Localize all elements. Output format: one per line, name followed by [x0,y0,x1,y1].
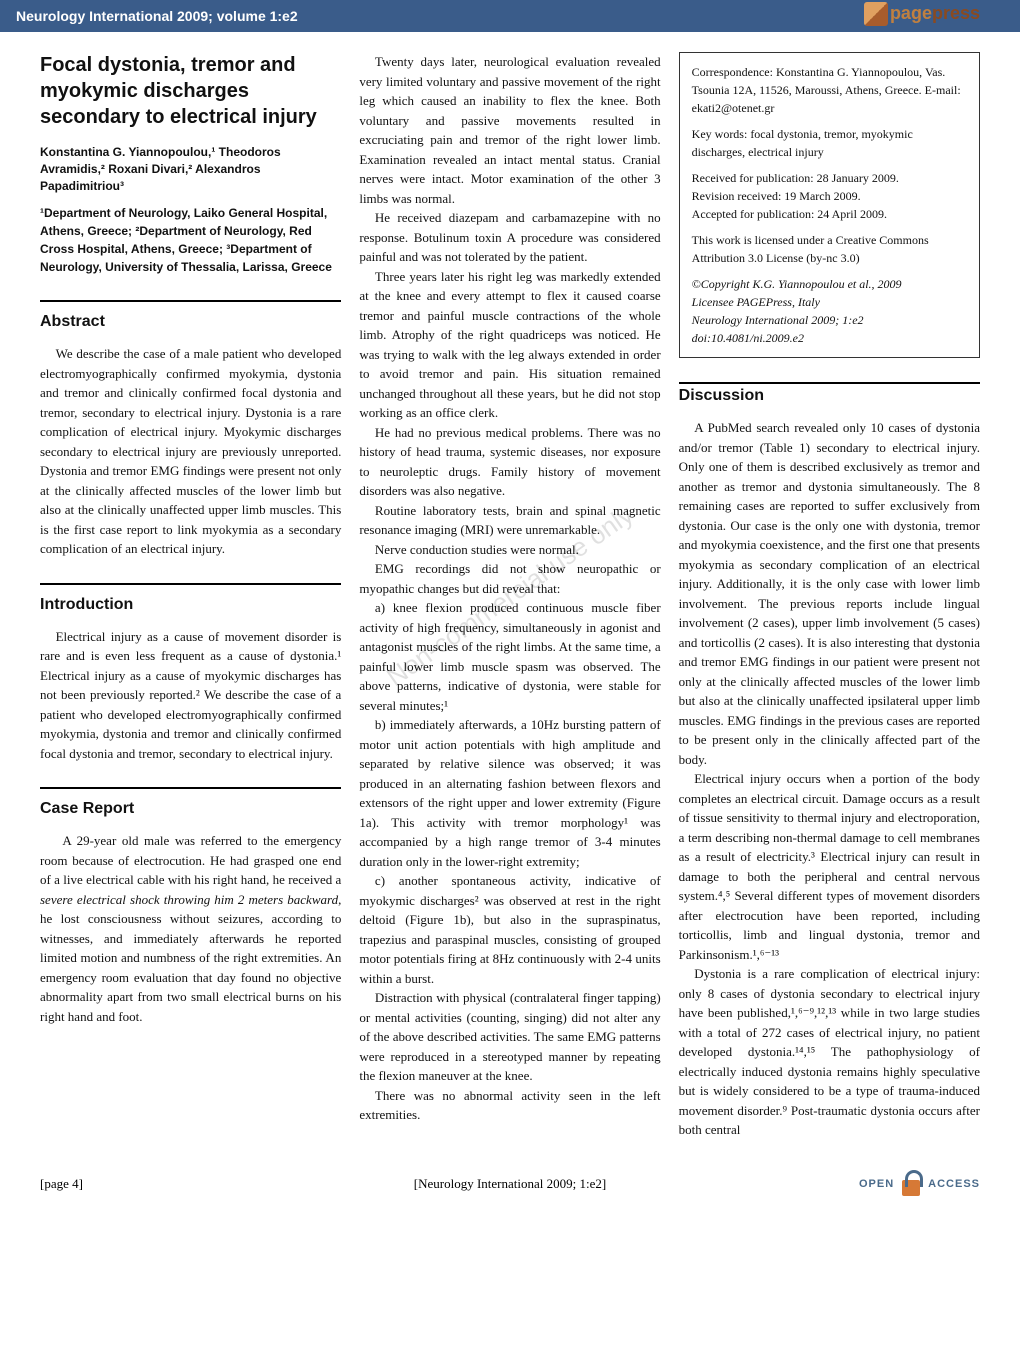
discussion-p3: Dystonia is a rare complication of elect… [679,964,980,1140]
col2-para-9: b) immediately afterwards, a 10Hz bursti… [359,715,660,871]
case-report-p1b: , he lost consciousness without seizures… [40,892,341,1024]
publication-dates: Received for publication: 28 January 200… [692,169,967,223]
footer-page-number: [page 4] [40,1176,83,1192]
publisher-logo-text-press: press [932,3,980,23]
case-report-italic: severe electrical shock throwing him 2 m… [40,892,338,907]
accepted-date: Accepted for publication: 24 April 2009. [692,205,967,223]
column-2: Twenty days later, neurological evaluati… [359,52,660,1140]
col2-para-2: He received diazepam and carbamazepine w… [359,208,660,267]
discussion-p1: A PubMed search revealed only 10 cases o… [679,418,980,769]
col2-para-3: Three years later his right leg was mark… [359,267,660,423]
license-text: This work is licensed under a Creative C… [692,231,967,267]
publisher-logo-mark [864,2,888,26]
col2-para-12: There was no abnormal activity seen in t… [359,1086,660,1125]
col2-para-7: EMG recordings did not show neuropathic … [359,559,660,598]
abstract-heading: Abstract [40,300,341,334]
footer-citation: [Neurology International 2009; 1:e2] [414,1176,606,1192]
correspondence: Correspondence: Konstantina G. Yiannopou… [692,63,967,117]
case-report-body: A 29-year old male was referred to the e… [40,831,341,1026]
article-affiliations: ¹Department of Neurology, Laiko General … [40,204,341,276]
open-access-badge: OPEN ACCESS [859,1170,980,1198]
col2-para-11: Distraction with physical (contralateral… [359,988,660,1086]
case-report-heading: Case Report [40,787,341,821]
page-footer: [page 4] [Neurology International 2009; … [40,1170,980,1198]
licensee-line: Licensee PAGEPress, Italy [692,293,967,311]
column-1: Focal dystonia, tremor and myokymic disc… [40,52,341,1140]
introduction-body: Electrical injury as a cause of movement… [40,627,341,764]
discussion-heading: Discussion [679,382,980,408]
article-title: Focal dystonia, tremor and myokymic disc… [40,52,341,130]
abstract-body: We describe the case of a male patient w… [40,344,341,559]
article-authors: Konstantina G. Yiannopoulou,¹ Theodoros … [40,144,341,194]
col2-para-6: Nerve conduction studies were normal. [359,540,660,560]
publisher-logo-text-page: page [890,3,932,23]
col2-para-4: He had no previous medical problems. The… [359,423,660,501]
col2-para-10: c) another spontaneous activity, indicat… [359,871,660,988]
open-access-access: ACCESS [928,1178,980,1190]
column-3: Correspondence: Konstantina G. Yiannopou… [679,52,980,1140]
discussion-p2: Electrical injury occurs when a portion … [679,769,980,964]
citation-line: Neurology International 2009; 1:e2 [692,311,967,329]
col2-para-5: Routine laboratory tests, brain and spin… [359,501,660,540]
case-report-p1a: A 29-year old male was referred to the e… [40,833,341,887]
publisher-logo: pagepress [864,2,980,26]
keywords: Key words: focal dystonia, tremor, myoky… [692,125,967,161]
introduction-heading: Introduction [40,583,341,617]
col2-para-8: a) knee flexion produced continuous musc… [359,598,660,715]
article-info-box: Correspondence: Konstantina G. Yiannopou… [679,52,980,358]
open-access-lock-icon [900,1170,922,1198]
received-date: Received for publication: 28 January 200… [692,169,967,187]
col2-para-1: Twenty days later, neurological evaluati… [359,52,660,208]
open-access-open: OPEN [859,1178,894,1190]
journal-title: Neurology International 2009; volume 1:e… [16,8,589,24]
copyright-block: ©Copyright K.G. Yiannopoulou et al., 200… [692,275,967,347]
copyright-line: ©Copyright K.G. Yiannopoulou et al., 200… [692,275,967,293]
doi-line: doi:10.4081/ni.2009.e2 [692,329,967,347]
revision-date: Revision received: 19 March 2009. [692,187,967,205]
